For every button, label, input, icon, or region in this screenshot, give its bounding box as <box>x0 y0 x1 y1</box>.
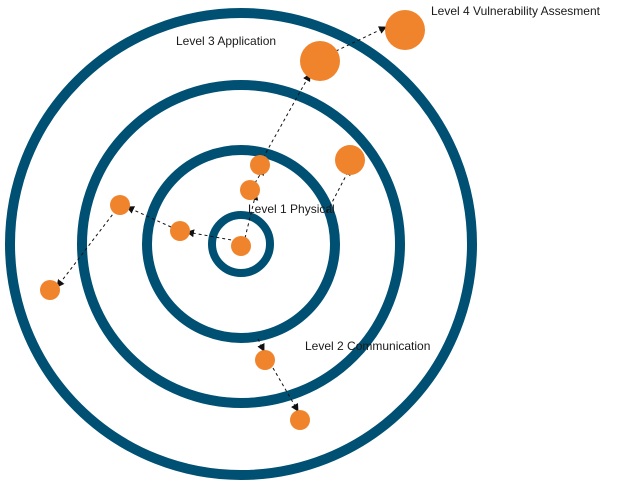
level-3-label: Level 3 Application <box>176 34 276 48</box>
labels: Level 1 Physical Level 2 Communication L… <box>176 4 601 353</box>
level-4-label: Level 4 Vulnerability Assesment <box>431 4 601 18</box>
arrow-ring2-top-to-large-node <box>262 73 311 159</box>
node-center[interactable] <box>231 236 251 256</box>
arrow-node-to-outer-bottom <box>272 367 299 412</box>
node-ring2-bottom[interactable] <box>255 350 275 370</box>
arrow-ring2-bottom-to-node <box>257 338 265 352</box>
node-ring3-left[interactable] <box>110 195 130 215</box>
node-ring2-top[interactable] <box>250 155 270 175</box>
level-1-label: Level 1 Physical <box>248 202 335 216</box>
ring-level-3 <box>77 80 405 408</box>
arrow-level1-label-to-right-node <box>326 167 351 213</box>
node-outer-bottom[interactable] <box>290 410 310 430</box>
arrow-ring3-left-to-outer-left <box>56 209 117 288</box>
node-inner-up[interactable] <box>240 180 260 200</box>
node-large[interactable] <box>300 41 340 81</box>
level-2-label: Level 2 Communication <box>305 339 430 353</box>
node-level4[interactable] <box>385 10 425 50</box>
connections <box>56 26 387 412</box>
node-right[interactable] <box>335 145 365 175</box>
arrow-left-node-to-ring3-left <box>126 206 172 228</box>
ring-level-1 <box>208 211 274 277</box>
node-outer-left[interactable] <box>40 280 60 300</box>
rings <box>5 8 477 480</box>
ring-level-2 <box>142 145 340 343</box>
nodes <box>40 10 425 430</box>
arrow-center-to-inner-up <box>244 192 259 239</box>
arrow-center-to-left-node <box>186 229 238 242</box>
ring-level-4 <box>5 8 477 480</box>
node-left[interactable] <box>170 221 190 241</box>
